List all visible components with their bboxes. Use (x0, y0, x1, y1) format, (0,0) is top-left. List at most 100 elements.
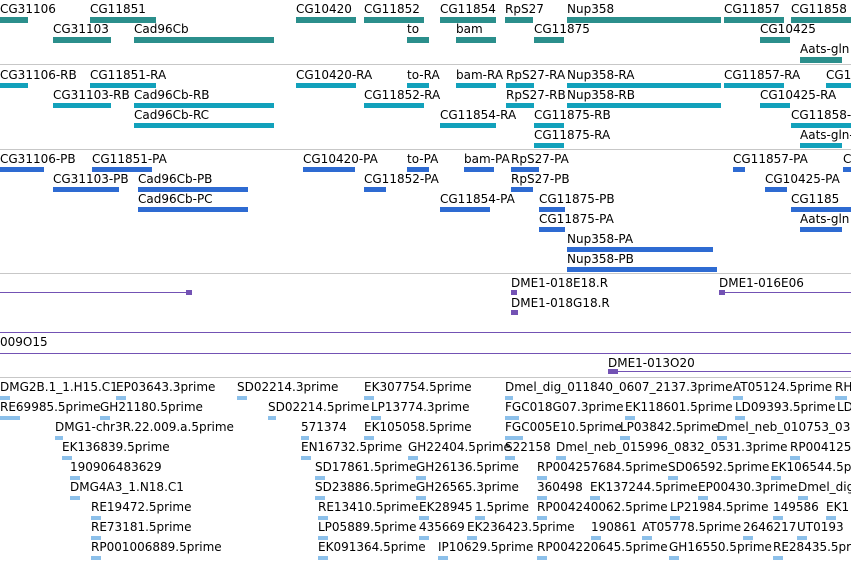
feature-label[interactable]: RP004125 (790, 440, 851, 454)
feature-glyph[interactable] (511, 167, 539, 172)
feature-label[interactable]: LD09393.5prime (735, 400, 836, 414)
feature-label[interactable]: CG11875-PB (539, 192, 615, 206)
feature-label[interactable]: 009O15 (0, 335, 48, 349)
feature-glyph[interactable] (791, 207, 851, 212)
feature-label[interactable]: RH (835, 380, 851, 394)
feature-label[interactable]: CG31103-PB (53, 172, 129, 186)
feature-glyph[interactable] (438, 556, 448, 560)
feature-label[interactable]: CG11858 (791, 2, 847, 16)
feature-glyph[interactable] (505, 396, 513, 400)
feature-glyph[interactable] (318, 556, 328, 560)
feature-glyph[interactable] (0, 396, 10, 400)
feature-glyph[interactable] (537, 496, 547, 500)
feature-label[interactable]: CG10420-PA (303, 152, 378, 166)
feature-glyph[interactable] (765, 187, 787, 192)
feature-glyph[interactable] (440, 17, 496, 23)
feature-glyph[interactable] (364, 187, 386, 192)
feature-glyph[interactable] (826, 83, 851, 88)
feature-label[interactable]: Dmel_neb_010753_03 (717, 420, 851, 434)
feature-glyph[interactable] (186, 290, 192, 295)
feature-glyph[interactable] (138, 187, 248, 192)
feature-glyph[interactable] (0, 17, 28, 23)
feature-label[interactable]: DME1-013O20 (608, 356, 695, 370)
feature-label[interactable]: EP03643.3prime (116, 380, 216, 394)
feature-glyph[interactable] (296, 83, 356, 88)
feature-glyph[interactable] (735, 416, 745, 420)
feature-label[interactable]: UT0193 (797, 520, 844, 534)
feature-glyph[interactable] (318, 536, 328, 540)
feature-label[interactable]: FGC005E10.5prime (505, 420, 622, 434)
feature-label[interactable]: S22158 (505, 440, 551, 454)
feature-glyph[interactable] (364, 396, 374, 400)
feature-glyph[interactable] (800, 143, 842, 148)
feature-label[interactable]: AT05124.5prime (733, 380, 833, 394)
feature-label[interactable]: 360498 (537, 480, 583, 494)
feature-label[interactable]: EN16732.5prime (301, 440, 403, 454)
feature-glyph[interactable] (642, 536, 652, 540)
feature-label[interactable]: LP05889.5prime (318, 520, 417, 534)
feature-label[interactable]: Nup358 (567, 2, 615, 16)
feature-glyph[interactable] (0, 292, 191, 293)
feature-glyph[interactable] (91, 516, 101, 520)
feature-glyph[interactable] (62, 456, 72, 460)
feature-glyph[interactable] (760, 37, 790, 43)
feature-glyph[interactable] (567, 17, 721, 23)
feature-glyph[interactable] (55, 436, 63, 440)
feature-glyph[interactable] (506, 103, 534, 108)
feature-label[interactable]: DMG2B.1_1.H15.C1 (0, 380, 118, 394)
feature-label[interactable]: RpS27 (505, 2, 544, 16)
feature-glyph[interactable] (407, 83, 429, 88)
feature-glyph[interactable] (419, 516, 429, 520)
feature-glyph[interactable] (456, 83, 496, 88)
feature-label[interactable]: Nup358-RB (567, 88, 636, 102)
feature-glyph[interactable] (419, 536, 429, 540)
feature-glyph[interactable] (92, 167, 152, 172)
feature-label[interactable]: CG11852-PA (364, 172, 439, 186)
feature-glyph[interactable] (567, 247, 713, 252)
feature-glyph[interactable] (539, 227, 565, 232)
feature-label[interactable]: CG11875-RA (534, 128, 611, 142)
feature-label[interactable]: 190906483629 (70, 460, 162, 474)
feature-glyph[interactable] (537, 476, 547, 480)
feature-label[interactable]: CG11857 (724, 2, 780, 16)
feature-label[interactable]: Aats-gln (800, 212, 850, 226)
feature-label[interactable]: SD06592.5prime (668, 460, 770, 474)
feature-glyph[interactable] (364, 436, 374, 440)
feature-glyph[interactable] (590, 496, 600, 500)
feature-label[interactable]: Cad96Cb-RC (134, 108, 210, 122)
feature-glyph[interactable] (116, 396, 126, 400)
feature-label[interactable]: RP004257684.5prime (537, 460, 668, 474)
feature-glyph[interactable] (843, 167, 851, 172)
feature-glyph[interactable] (505, 436, 523, 440)
feature-label[interactable]: RE69985.5prime (0, 400, 101, 414)
feature-glyph[interactable] (556, 456, 566, 460)
feature-glyph[interactable] (440, 123, 496, 128)
feature-label[interactable]: 190861 (591, 520, 637, 534)
feature-label[interactable]: bam (456, 22, 483, 36)
feature-label[interactable]: LD (837, 400, 851, 414)
feature-glyph[interactable] (537, 556, 547, 560)
feature-label[interactable]: CG10425-RA (760, 88, 837, 102)
feature-glyph[interactable] (53, 187, 119, 192)
feature-glyph[interactable] (698, 496, 708, 500)
feature-label[interactable]: CG11851-RA (90, 68, 167, 82)
feature-glyph[interactable] (791, 17, 851, 23)
feature-glyph[interactable] (760, 103, 790, 108)
feature-glyph[interactable] (625, 416, 635, 420)
feature-label[interactable]: RpS27-PB (511, 172, 570, 186)
feature-label[interactable]: LP03842.5prime (620, 420, 719, 434)
feature-glyph[interactable] (70, 496, 80, 500)
feature-label[interactable]: RE73181.5prime (91, 520, 192, 534)
feature-label[interactable]: EK28945 (419, 500, 473, 514)
feature-label[interactable]: DMG1-chr3R.22.009.a.5prime (55, 420, 234, 434)
feature-glyph[interactable] (534, 37, 564, 43)
feature-glyph[interactable] (719, 290, 725, 295)
feature-glyph[interactable] (800, 227, 842, 232)
feature-glyph[interactable] (134, 103, 274, 108)
feature-label[interactable]: GH22404.5prime (408, 440, 511, 454)
feature-glyph[interactable] (301, 436, 309, 440)
feature-glyph[interactable] (138, 207, 248, 212)
feature-glyph[interactable] (505, 416, 519, 420)
feature-glyph[interactable] (670, 516, 680, 520)
feature-glyph[interactable] (773, 516, 783, 520)
